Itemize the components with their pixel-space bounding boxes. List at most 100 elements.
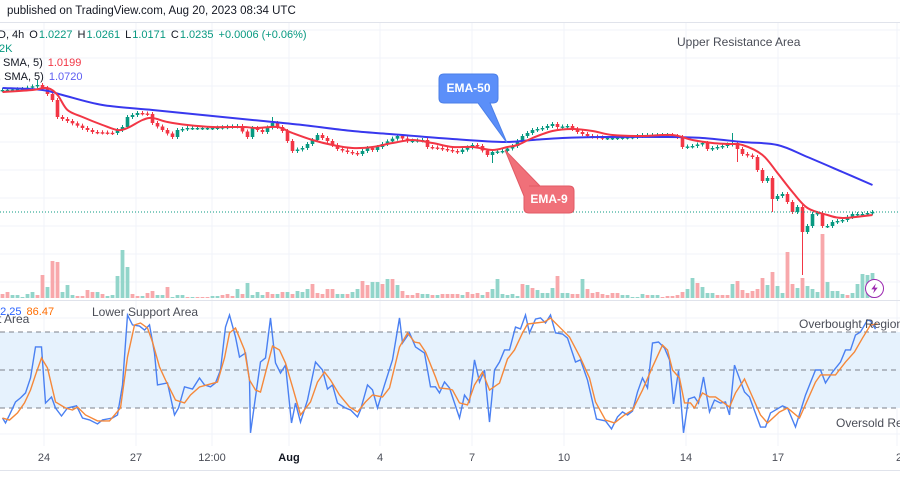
candle[interactable] (340, 147, 345, 153)
candle[interactable] (500, 149, 505, 154)
candle[interactable] (355, 151, 360, 156)
candle[interactable] (100, 130, 105, 135)
candle[interactable] (830, 220, 835, 228)
candle[interactable] (325, 136, 330, 143)
candle[interactable] (715, 145, 720, 150)
candle[interactable] (795, 205, 800, 214)
ema50-legend[interactable]: , SMA, 5) 1.0720 (0, 71, 83, 83)
ema50-callout[interactable] (438, 73, 508, 144)
candle[interactable] (455, 149, 460, 154)
candle[interactable] (855, 212, 860, 216)
candle[interactable] (175, 128, 180, 139)
candle[interactable] (535, 127, 540, 132)
candle[interactable] (460, 147, 465, 154)
candle[interactable] (295, 147, 300, 154)
candle[interactable] (75, 121, 80, 128)
candle[interactable] (580, 130, 585, 136)
candle[interactable] (805, 224, 810, 234)
candle[interactable] (110, 130, 115, 135)
candle[interactable] (145, 111, 150, 117)
candle[interactable] (155, 121, 160, 129)
candle[interactable] (70, 119, 75, 126)
ema9-line[interactable] (2, 86, 873, 220)
candle[interactable] (245, 129, 250, 140)
candle[interactable] (90, 128, 95, 134)
candlesticks[interactable] (0, 80, 875, 275)
candle[interactable] (320, 133, 325, 140)
candle[interactable] (240, 124, 245, 134)
candle[interactable] (50, 92, 55, 102)
alert-button[interactable] (865, 279, 884, 298)
candle[interactable] (525, 131, 530, 138)
candle[interactable] (120, 125, 125, 132)
candle[interactable] (305, 142, 310, 150)
candle[interactable] (490, 150, 495, 163)
ema50-line[interactable] (2, 87, 873, 186)
candle[interactable] (425, 138, 430, 149)
candle[interactable] (105, 130, 110, 135)
candle[interactable] (135, 111, 140, 117)
candle[interactable] (85, 126, 90, 132)
candle[interactable] (810, 212, 815, 228)
candle[interactable] (560, 124, 565, 130)
candle[interactable] (95, 130, 100, 135)
ema9-callout[interactable] (504, 149, 575, 214)
candle[interactable] (785, 192, 790, 204)
candle[interactable] (510, 144, 515, 151)
candle[interactable] (190, 126, 195, 130)
candle[interactable] (430, 145, 435, 150)
candle[interactable] (170, 131, 175, 140)
candle[interactable] (740, 147, 745, 156)
candle[interactable] (165, 128, 170, 136)
candle[interactable] (445, 147, 450, 152)
candle[interactable] (335, 143, 340, 151)
candle[interactable] (345, 148, 350, 155)
candle[interactable] (360, 149, 365, 156)
candle[interactable] (685, 144, 690, 150)
candle[interactable] (300, 146, 305, 152)
candle[interactable] (575, 127, 580, 134)
candle[interactable] (540, 126, 545, 131)
candle[interactable] (755, 155, 760, 172)
candle[interactable] (80, 123, 85, 130)
candle[interactable] (60, 115, 65, 121)
candle[interactable] (825, 224, 830, 228)
candle[interactable] (440, 146, 445, 151)
candle[interactable] (545, 124, 550, 130)
candle[interactable] (835, 219, 840, 224)
candle[interactable] (290, 139, 295, 153)
candle[interactable] (435, 145, 440, 151)
candle[interactable] (260, 128, 265, 134)
candle[interactable] (870, 210, 875, 215)
candle[interactable] (180, 127, 185, 132)
candle[interactable] (185, 126, 190, 131)
candle[interactable] (775, 194, 780, 201)
candle[interactable] (690, 144, 695, 149)
candle[interactable] (710, 146, 715, 151)
candle[interactable] (125, 115, 130, 129)
candle[interactable] (160, 124, 165, 133)
candle[interactable] (530, 128, 535, 135)
candle[interactable] (745, 152, 750, 158)
candle[interactable] (550, 122, 555, 128)
candle[interactable] (765, 176, 770, 183)
candle[interactable] (750, 153, 755, 160)
candle[interactable] (35, 80, 40, 89)
stoch-rsi-lines[interactable] (1, 312, 878, 433)
candle[interactable] (65, 117, 70, 123)
candle[interactable] (130, 113, 135, 119)
candle[interactable] (695, 142, 700, 149)
candle[interactable] (55, 98, 60, 119)
candle[interactable] (770, 176, 775, 212)
candle[interactable] (760, 168, 765, 183)
candle[interactable] (565, 124, 570, 129)
ema9-legend[interactable]: SMA, 5) 1.0199 (3, 57, 81, 69)
candle[interactable] (450, 148, 455, 153)
stoch-rsi-d-line[interactable] (2, 317, 878, 424)
candle[interactable] (350, 150, 355, 155)
candle[interactable] (720, 144, 725, 149)
callouts[interactable] (438, 73, 575, 214)
candle[interactable] (780, 192, 785, 198)
candle[interactable] (800, 205, 805, 275)
